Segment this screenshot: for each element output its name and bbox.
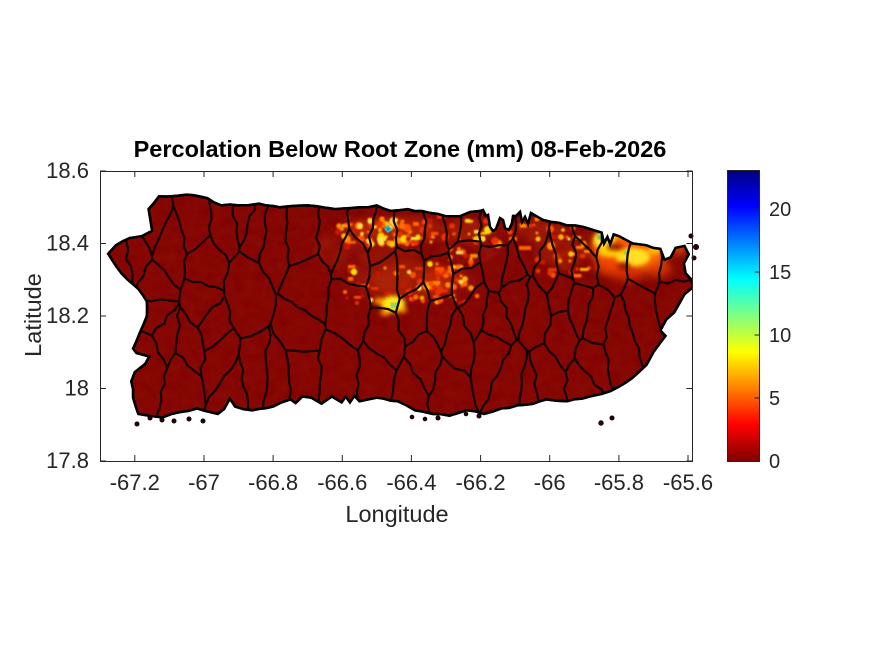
- svg-text:-66.4: -66.4: [386, 470, 436, 495]
- svg-text:-67.2: -67.2: [110, 470, 160, 495]
- svg-text:18: 18: [65, 376, 89, 401]
- svg-text:5: 5: [769, 388, 780, 410]
- svg-text:15: 15: [769, 262, 791, 284]
- svg-text:-66: -66: [534, 470, 566, 495]
- svg-text:-66.8: -66.8: [248, 470, 298, 495]
- svg-text:18.2: 18.2: [46, 303, 89, 328]
- svg-text:17.8: 17.8: [46, 448, 89, 473]
- svg-text:-67: -67: [188, 470, 220, 495]
- svg-text:10: 10: [769, 325, 791, 347]
- svg-text:-66.6: -66.6: [317, 470, 367, 495]
- svg-text:-65.6: -65.6: [663, 470, 713, 495]
- svg-text:20: 20: [769, 199, 791, 221]
- svg-text:-66.2: -66.2: [456, 470, 506, 495]
- svg-text:18.4: 18.4: [46, 231, 89, 256]
- svg-text:Percolation Below Root Zone (m: Percolation Below Root Zone (mm) 08-Feb-…: [134, 136, 667, 162]
- svg-text:-65.8: -65.8: [594, 470, 644, 495]
- svg-text:Latitude: Latitude: [20, 273, 46, 357]
- svg-text:18.6: 18.6: [46, 158, 89, 183]
- svg-text:0: 0: [769, 451, 780, 473]
- svg-text:Longitude: Longitude: [345, 501, 448, 527]
